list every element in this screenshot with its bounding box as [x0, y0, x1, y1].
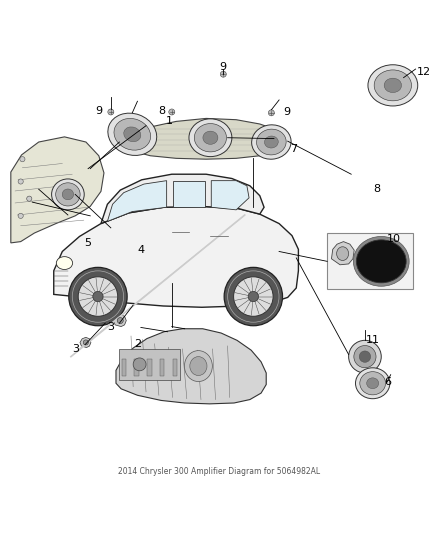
Text: 2014 Chrysler 300 Amplifier Diagram for 5064982AL: 2014 Chrysler 300 Amplifier Diagram for … — [118, 467, 320, 476]
Bar — [122, 359, 126, 376]
Bar — [147, 359, 152, 376]
Ellipse shape — [356, 368, 390, 399]
Ellipse shape — [360, 372, 385, 395]
Bar — [134, 359, 139, 376]
Circle shape — [108, 109, 114, 115]
Ellipse shape — [108, 113, 157, 156]
Ellipse shape — [122, 129, 144, 147]
Circle shape — [93, 292, 103, 302]
Text: 3: 3 — [107, 322, 114, 333]
Text: 4: 4 — [138, 245, 145, 255]
Circle shape — [20, 157, 25, 161]
Ellipse shape — [384, 78, 402, 93]
Ellipse shape — [62, 189, 74, 200]
Circle shape — [83, 340, 88, 345]
Text: 9: 9 — [220, 62, 227, 72]
Polygon shape — [11, 137, 104, 243]
Polygon shape — [120, 118, 288, 159]
Bar — [160, 359, 165, 376]
Polygon shape — [211, 181, 249, 210]
Ellipse shape — [252, 125, 291, 159]
Bar — [120, 349, 180, 380]
Ellipse shape — [374, 76, 390, 88]
Circle shape — [18, 213, 23, 219]
Polygon shape — [173, 181, 205, 207]
Text: 11: 11 — [366, 335, 380, 345]
Circle shape — [248, 292, 258, 302]
Circle shape — [133, 358, 146, 371]
Ellipse shape — [203, 131, 218, 144]
Circle shape — [78, 277, 118, 316]
Ellipse shape — [184, 351, 212, 382]
Polygon shape — [107, 181, 166, 221]
Polygon shape — [332, 241, 354, 265]
Ellipse shape — [57, 256, 73, 270]
Ellipse shape — [374, 70, 412, 101]
Circle shape — [169, 109, 175, 115]
Circle shape — [27, 196, 32, 201]
Polygon shape — [54, 206, 298, 308]
Ellipse shape — [257, 129, 286, 155]
Text: 2: 2 — [134, 339, 141, 349]
Polygon shape — [80, 337, 91, 348]
Ellipse shape — [265, 136, 278, 148]
Circle shape — [349, 341, 381, 373]
Text: 9: 9 — [283, 107, 290, 117]
Ellipse shape — [357, 240, 406, 283]
Circle shape — [220, 71, 226, 77]
Text: 6: 6 — [384, 376, 391, 386]
Circle shape — [69, 268, 127, 326]
Ellipse shape — [190, 357, 207, 376]
Ellipse shape — [353, 237, 409, 286]
Circle shape — [224, 268, 283, 326]
Polygon shape — [116, 329, 266, 404]
Ellipse shape — [337, 247, 349, 261]
Text: 12: 12 — [417, 68, 431, 77]
Ellipse shape — [367, 378, 379, 389]
Ellipse shape — [194, 124, 226, 152]
Ellipse shape — [189, 119, 232, 157]
Circle shape — [233, 277, 273, 316]
Bar — [327, 233, 413, 289]
Circle shape — [117, 318, 123, 324]
Ellipse shape — [114, 118, 151, 150]
Text: 9: 9 — [95, 106, 102, 116]
Ellipse shape — [56, 183, 80, 206]
Text: 8: 8 — [158, 106, 165, 116]
Ellipse shape — [368, 64, 418, 106]
Circle shape — [359, 351, 371, 362]
Polygon shape — [101, 174, 264, 223]
Bar — [173, 359, 177, 376]
Text: 8: 8 — [374, 184, 381, 194]
Ellipse shape — [124, 127, 141, 142]
Text: 3: 3 — [73, 344, 79, 354]
Ellipse shape — [52, 179, 84, 210]
Circle shape — [18, 179, 23, 184]
Ellipse shape — [201, 132, 220, 148]
Text: 10: 10 — [386, 233, 400, 244]
Text: 1: 1 — [166, 116, 172, 126]
Circle shape — [268, 110, 274, 116]
Polygon shape — [113, 314, 126, 327]
Circle shape — [354, 345, 376, 368]
Text: 5: 5 — [84, 238, 91, 248]
Text: 7: 7 — [290, 144, 297, 155]
